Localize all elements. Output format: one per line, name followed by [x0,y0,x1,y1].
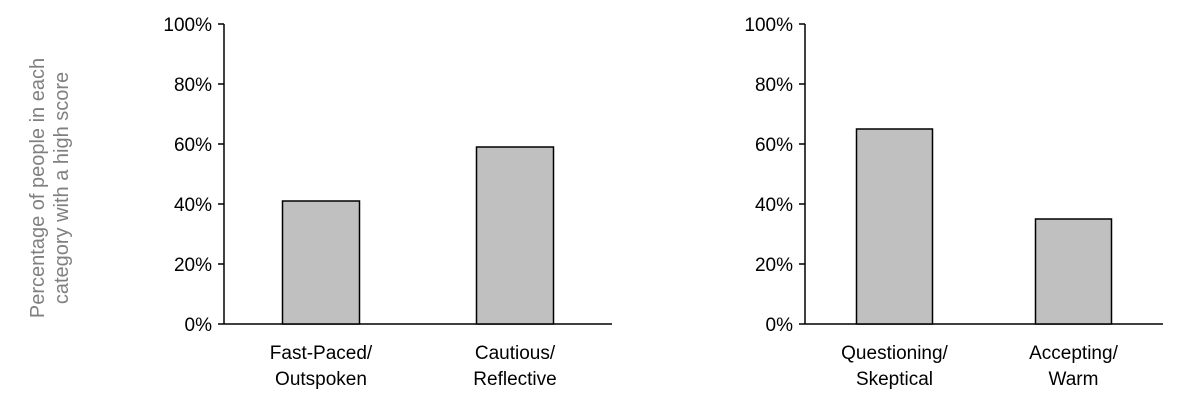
y-tick-label: 60% [174,135,212,156]
chart-right: 0% 20% 40% 60% 80% 100% Questioning/Skeptical A… [744,15,1163,390]
y-tick-label: 60% [755,135,793,156]
y-tick-label: 80% [174,75,212,96]
y-tick-label: 0% [766,315,794,336]
bar [1034,218,1113,325]
bar [475,146,555,325]
y-axis-title: Percentage of people in each category wi… [27,58,73,318]
x-tick-label: Warm [1049,369,1099,390]
y-tick-label: 40% [755,195,793,216]
x-tick-label: Outspoken [275,369,367,390]
y-axis-title-line-1: Percentage of people in each [27,58,49,318]
y-tick-label: 100% [163,15,212,36]
bar [855,128,934,325]
x-tick-label: Accepting/ [1029,343,1118,364]
y-tick-label: 80% [755,75,793,96]
x-tick-label: Questioning/ [841,343,948,364]
y-axis-title-line-2: category with a high score [51,72,73,304]
chart-left: 0% 20% 40% 60% 80% 100% Fast-Paced/Outspoken Ca… [163,15,612,390]
y-tick-label: 20% [174,255,212,276]
x-tick-label: Cautious/ [475,343,556,364]
y-tick-label: 20% [755,255,793,276]
x-tick-label: Skeptical [856,369,933,390]
y-tick-label: 100% [744,15,793,36]
y-tick-label: 40% [174,195,212,216]
y-tick-label: 0% [185,315,213,336]
x-tick-label: Fast-Paced/ [270,343,373,364]
bar [281,200,361,325]
x-tick-label: Reflective [473,369,556,390]
